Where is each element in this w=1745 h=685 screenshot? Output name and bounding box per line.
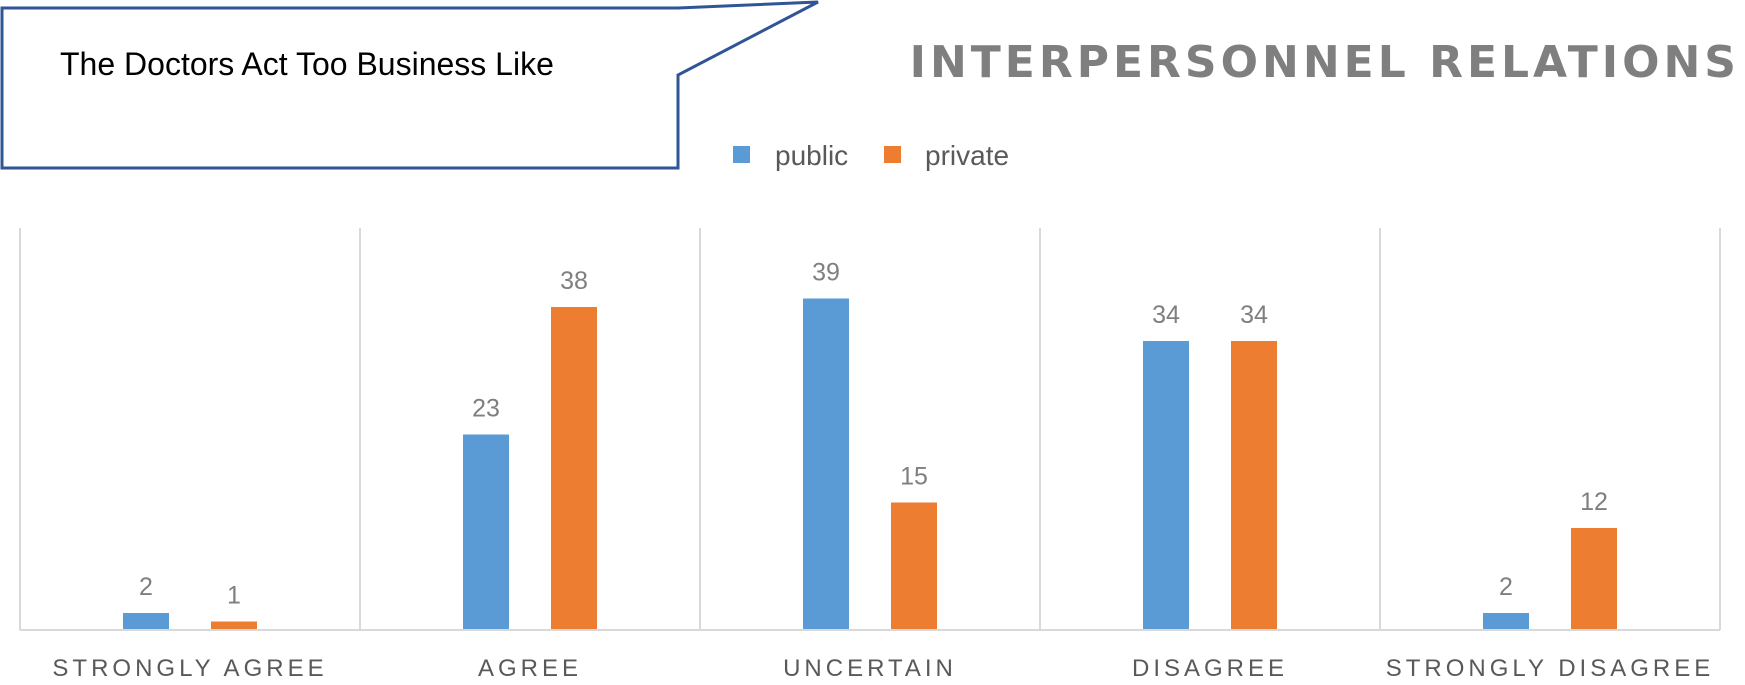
data-label-private-agree: 38 bbox=[560, 267, 588, 295]
legend-label-public: public bbox=[775, 140, 848, 171]
data-label-public-agree: 23 bbox=[472, 395, 500, 423]
category-label: AGREE bbox=[478, 655, 582, 682]
category-label: STRONGLY AGREE bbox=[52, 655, 327, 682]
bar-private-agree bbox=[551, 307, 597, 630]
bar-private-strongly-disagree bbox=[1571, 528, 1617, 630]
category-label: STRONGLY DISAGREE bbox=[1386, 655, 1715, 682]
bar-public-strongly-agree bbox=[123, 613, 169, 630]
category-label: UNCERTAIN bbox=[783, 655, 957, 682]
data-label-public-strongly-agree: 2 bbox=[139, 573, 153, 601]
legend-label-private: private bbox=[925, 140, 1009, 171]
data-label-private-strongly-agree: 1 bbox=[227, 582, 241, 610]
callout-shape bbox=[0, 0, 819, 170]
data-label-private-uncertain: 15 bbox=[900, 463, 928, 491]
legend-swatch-private bbox=[884, 146, 901, 163]
bar-private-strongly-agree bbox=[211, 621, 257, 630]
category-separators bbox=[19, 228, 1721, 630]
bars bbox=[123, 298, 1617, 630]
data-label-private-strongly-disagree: 12 bbox=[1580, 488, 1608, 516]
bar-public-agree bbox=[463, 434, 509, 630]
bar-private-disagree bbox=[1231, 341, 1277, 630]
category-label: DISAGREE bbox=[1132, 655, 1288, 682]
bar-private-uncertain bbox=[891, 502, 937, 630]
data-labels: 2 1 23 38 39 15 34 34 2 12 bbox=[139, 259, 1608, 610]
callout: The Doctors Act Too Business Like bbox=[0, 0, 819, 170]
bar-public-strongly-disagree bbox=[1483, 613, 1529, 630]
callout-text: The Doctors Act Too Business Like bbox=[60, 46, 554, 82]
legend: public private bbox=[733, 140, 1009, 171]
category-labels: STRONGLY AGREE AGREE UNCERTAIN DISAGREE STRO… bbox=[52, 655, 1715, 682]
bar-public-disagree bbox=[1143, 341, 1189, 630]
data-label-public-strongly-disagree: 2 bbox=[1499, 573, 1513, 601]
data-label-public-disagree: 34 bbox=[1152, 301, 1180, 329]
data-label-private-disagree: 34 bbox=[1240, 301, 1268, 329]
bar-public-uncertain bbox=[803, 298, 849, 630]
chart-title: INTERPERSONNEL RELATIONS bbox=[910, 37, 1740, 88]
data-label-public-uncertain: 39 bbox=[812, 259, 840, 287]
legend-swatch-public bbox=[733, 146, 750, 163]
